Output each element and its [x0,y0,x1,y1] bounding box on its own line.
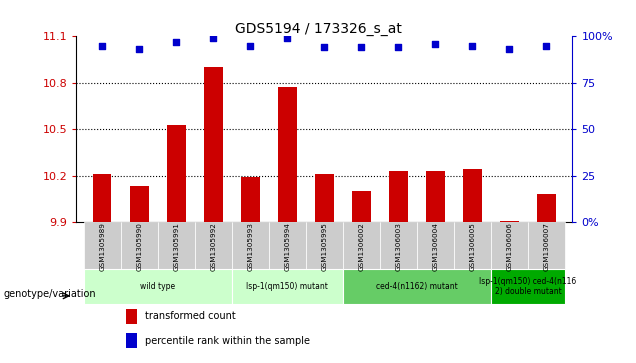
Point [171,39,181,45]
Bar [269,222,306,269]
Text: genotype/variation: genotype/variation [3,289,96,299]
Bar [241,177,259,222]
Text: GSM1305991: GSM1305991 [173,223,179,272]
Bar [121,222,158,269]
Bar [126,333,137,348]
Bar [343,269,491,304]
Point [431,41,441,46]
Bar [167,125,186,222]
Bar [426,171,445,222]
Bar [278,87,296,222]
Bar [84,222,121,269]
Point [97,43,107,49]
Text: wild type: wild type [140,282,176,291]
Text: GSM1305995: GSM1305995 [321,223,328,272]
Text: transformed count: transformed count [145,311,235,321]
Bar [380,222,417,269]
Text: GSM1305989: GSM1305989 [99,223,105,272]
Text: lsp-1(qm150) mutant: lsp-1(qm150) mutant [246,282,328,291]
Bar [528,222,565,269]
Text: GSM1306002: GSM1306002 [358,223,364,272]
Bar [195,222,232,269]
Text: GSM1306005: GSM1306005 [469,223,476,272]
Text: GSM1305993: GSM1305993 [247,223,253,272]
Point [504,46,515,52]
Point [208,35,218,41]
Text: GSM1306003: GSM1306003 [396,223,401,272]
Bar [491,269,565,304]
Point [245,43,256,49]
Bar [500,220,519,222]
Bar [389,171,408,222]
Bar [352,191,371,222]
Bar [158,222,195,269]
Bar [417,222,454,269]
Bar [232,269,343,304]
Bar [204,67,223,222]
Text: GSM1306004: GSM1306004 [432,223,438,272]
Point [319,45,329,50]
Text: GSM1305990: GSM1305990 [136,223,142,272]
Text: GSM1305992: GSM1305992 [211,223,216,272]
Bar [463,170,481,222]
Bar [126,309,137,324]
Text: lsp-1(qm150) ced-4(n116
2) double mutant: lsp-1(qm150) ced-4(n116 2) double mutant [480,277,577,296]
Bar [315,174,334,222]
Text: GSM1306007: GSM1306007 [544,223,550,272]
Point [356,45,366,50]
Bar [232,222,269,269]
Text: GSM1305994: GSM1305994 [284,223,291,272]
Bar [343,222,380,269]
Bar [93,174,111,222]
Bar [130,187,149,222]
Text: GDS5194 / 173326_s_at: GDS5194 / 173326_s_at [235,22,401,36]
Point [467,43,478,49]
Text: GSM1306006: GSM1306006 [506,223,513,272]
Point [541,43,551,49]
Text: ced-4(n1162) mutant: ced-4(n1162) mutant [376,282,458,291]
Bar [306,222,343,269]
Text: percentile rank within the sample: percentile rank within the sample [145,335,310,346]
Bar [454,222,491,269]
Bar [537,194,556,222]
Bar [491,222,528,269]
Point [134,46,144,52]
Point [393,45,403,50]
Bar [84,269,232,304]
Point [282,35,293,41]
